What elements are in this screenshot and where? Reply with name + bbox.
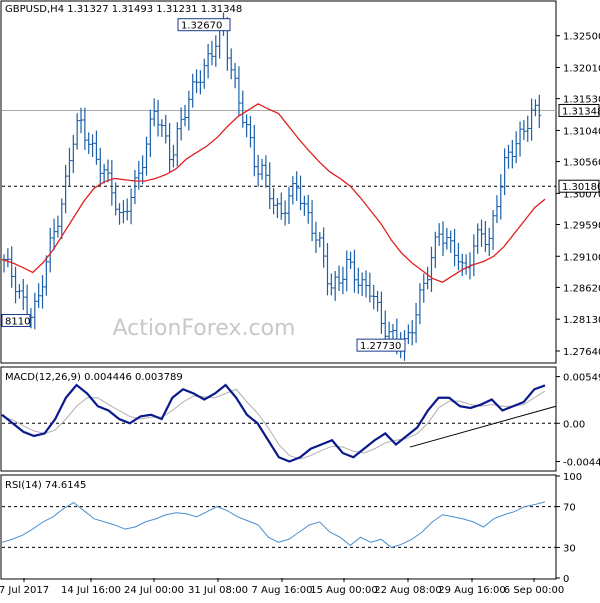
moving-average-line [1, 103, 546, 283]
rsi-y-tick-label: 100 [563, 472, 582, 483]
annotation-label: 1.27730 [360, 341, 401, 352]
rsi-y-axis: 100 70 30 0 [556, 472, 582, 585]
watermark: ActionForex.com [113, 316, 296, 341]
price-panel-frame [0, 0, 557, 364]
x-tick-label: 7 Jul 2017 [0, 585, 49, 596]
price-y-tick-label: 1.32010 [563, 64, 600, 75]
price-y-tick-label: 1.28130 [563, 315, 600, 326]
macd-y-axis: 0.00549 0.00 -0.004499 [556, 373, 600, 468]
x-tick-label: 6 Sep 00:00 [504, 585, 564, 596]
macd-trendline [409, 405, 557, 448]
rsi-y-tick-label: 0 [563, 574, 569, 585]
price-y-tick-label: 1.29100 [563, 252, 600, 263]
rsi-header: RSI(14) 74.6145 [5, 480, 86, 491]
macd-y-tick-label: 0.00549 [563, 373, 600, 384]
price-y-tick-label: 1.27640 [563, 347, 600, 358]
rsi-y-tick-label: 70 [563, 503, 576, 514]
current-price-box [558, 103, 600, 117]
annotation-label: 8110 [5, 316, 30, 327]
macd-y-tick-label: 0.00 [563, 419, 585, 430]
current-price-label: 1.31348 [562, 106, 600, 117]
price-header: GBPUSD,H4 1.31327 1.31493 1.31231 1.3134… [5, 4, 242, 15]
x-tick-label: 14 Jul 16:00 [61, 585, 121, 596]
price-y-tick-label: 1.31530 [563, 95, 600, 106]
macd-lines [1, 383, 557, 463]
x-axis: 7 Jul 2017 14 Jul 16:00 24 Jul 00:00 31 Jul… [0, 578, 564, 596]
x-tick-label: 31 Jul 08:00 [188, 585, 248, 596]
annotation-label: 1.32670 [181, 21, 222, 32]
support-price-label: 1.30180 [562, 182, 600, 193]
annotation-box [1, 313, 31, 327]
x-tick-label: 24 Jul 00:00 [124, 585, 184, 596]
rsi-panel-frame [0, 474, 557, 580]
macd-header: MACD(12,26,9) 0.004446 0.003789 [5, 372, 183, 383]
x-tick-label: 22 Aug 08:00 [374, 585, 441, 596]
annotation-box [356, 338, 406, 352]
price-y-tick-label: 1.32500 [563, 32, 600, 43]
x-tick-label: 15 Aug 00:00 [310, 585, 377, 596]
price-y-axis: 1.32500 1.32010 1.31530 1.31040 1.30560 1.300… [556, 32, 600, 358]
moving-average-path [1, 103, 546, 283]
annotation-box [177, 18, 231, 32]
rsi-lines [1, 501, 556, 548]
rsi-y-tick-label: 30 [563, 543, 576, 554]
macd-main-line [1, 383, 546, 463]
price-annotations: 1.32670 1.27730 8110 [1, 18, 406, 352]
price-y-tick-label: 1.31040 [563, 126, 600, 137]
support-price-box [558, 179, 600, 193]
rsi-line [1, 501, 546, 548]
macd-y-tick-label: -0.004499 [563, 457, 600, 468]
price-y-tick-label: 1.29590 [563, 220, 600, 231]
price-bars [2, 12, 542, 361]
price-y-tick-label: 1.28620 [563, 283, 600, 294]
x-tick-label: 7 Aug 16:00 [251, 585, 312, 596]
price-y-tick-label: 1.30070 [563, 189, 600, 200]
macd-panel-frame [0, 366, 557, 472]
price-grid [2, 109, 556, 187]
x-tick-label: 29 Aug 16:00 [438, 585, 505, 596]
price-y-tick-label: 1.30560 [563, 158, 600, 169]
